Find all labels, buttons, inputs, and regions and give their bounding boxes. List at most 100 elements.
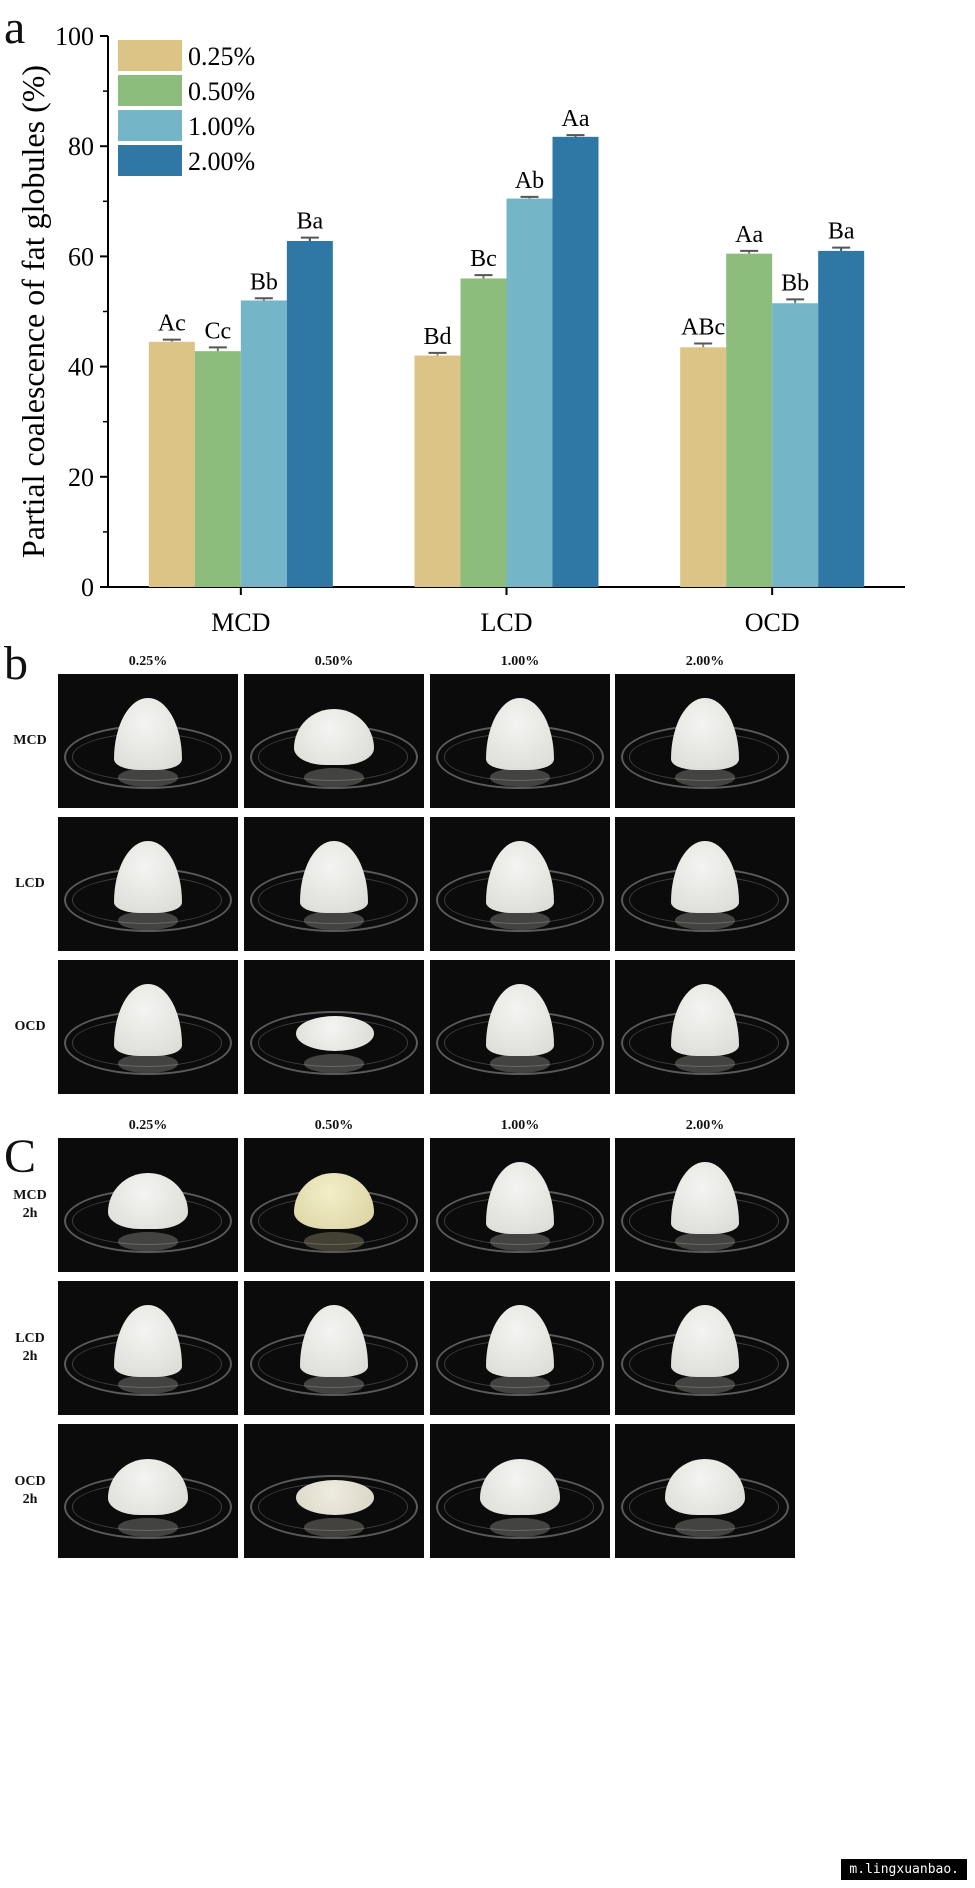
data-label: Ab <box>515 168 544 194</box>
foam-sample-icon <box>671 984 739 1057</box>
foam-sample-icon <box>671 698 739 771</box>
panel-b-row-header: OCD <box>14 1019 46 1034</box>
foam-sample-icon <box>665 1458 745 1516</box>
panel-b-row-header: MCD <box>13 733 47 748</box>
foam-sample-icon <box>480 1458 560 1516</box>
foam-sample-icon <box>671 841 739 914</box>
legend-label: 2.00% <box>188 147 255 176</box>
panel-b-photo-cell <box>615 674 795 808</box>
foam-sample-icon <box>486 1162 554 1235</box>
panel-c-photo-cell <box>244 1281 424 1415</box>
panel-b-photo-cell <box>58 674 238 808</box>
data-label: Ba <box>828 219 855 245</box>
petri-dish-icon <box>250 1010 418 1076</box>
bar <box>414 355 461 587</box>
panel-c-row-header: MCD 2h <box>13 1188 47 1221</box>
foam-sample-icon <box>486 984 554 1057</box>
foam-sample-icon <box>671 1305 739 1378</box>
foam-sample-icon <box>108 1458 188 1516</box>
bar <box>506 198 553 588</box>
legend-swatch <box>118 40 182 71</box>
y-tick-label: 60 <box>68 242 94 271</box>
panel-c-photo-cell <box>58 1281 238 1415</box>
y-tick-label: 20 <box>68 463 94 492</box>
panel-c-photo-cell <box>244 1138 424 1272</box>
panel-c-row-header: LCD 2h <box>15 1331 45 1364</box>
panel-c-column-header: 1.00% <box>500 1118 540 1133</box>
watermark: m.lingxuanbao. <box>841 1859 967 1880</box>
panel-c-photo-cell <box>615 1424 795 1558</box>
y-tick-label: 100 <box>55 22 94 51</box>
foam-sample-icon <box>296 1016 374 1052</box>
panel-c-column-header: 0.50% <box>314 1118 354 1133</box>
legend-label: 1.00% <box>188 112 255 141</box>
data-label: Bc <box>470 246 497 272</box>
panel-c-photo-cell <box>615 1138 795 1272</box>
panel-c-photo-cell <box>430 1138 610 1272</box>
panel-c-photo-cell <box>58 1138 238 1272</box>
legend-swatch <box>118 75 182 106</box>
legend-label: 0.50% <box>188 77 255 106</box>
panel-b-photo-cell <box>430 960 610 1094</box>
y-axis-label: Partial coalescence of fat globules (%) <box>15 65 51 558</box>
panel-b-photo-cell <box>58 817 238 951</box>
panel-label-b: b <box>4 637 28 690</box>
data-label: Bb <box>781 270 809 296</box>
panel-c-photo-cell <box>430 1281 610 1415</box>
panel-b-photo-cell <box>430 817 610 951</box>
panel-c-photo-cell <box>244 1424 424 1558</box>
panel-b-column-header: 0.25% <box>128 654 168 669</box>
foam-sample-icon <box>114 841 182 914</box>
panel-b-column-header: 2.00% <box>685 654 725 669</box>
panel-b-photo-cell <box>244 960 424 1094</box>
y-tick-label: 80 <box>68 132 94 161</box>
x-tick-label: MCD <box>211 608 270 637</box>
foam-sample-icon <box>486 841 554 914</box>
data-label: Bb <box>250 269 278 295</box>
foam-sample-icon <box>114 698 182 771</box>
foam-sample-icon <box>296 1480 374 1516</box>
data-label: Bd <box>423 324 451 350</box>
bar <box>772 303 819 587</box>
bar <box>460 278 507 587</box>
legend-swatch <box>118 110 182 141</box>
data-label: Cc <box>204 318 231 344</box>
y-tick-label: 40 <box>68 353 94 382</box>
legend-label: 0.25% <box>188 42 255 71</box>
panel-c-photo-cell <box>58 1424 238 1558</box>
x-tick-label: LCD <box>481 608 533 637</box>
panel-b-column-header: 0.50% <box>314 654 354 669</box>
panel-c-row-header: OCD 2h <box>14 1474 46 1507</box>
bar <box>148 341 195 587</box>
foam-sample-icon <box>114 984 182 1057</box>
panel-b-row-header: LCD <box>15 876 45 891</box>
panel-b-photo-cell <box>615 817 795 951</box>
bar <box>286 240 333 588</box>
bar <box>194 351 241 587</box>
panel-c-photo-cell <box>430 1424 610 1558</box>
bar <box>552 136 599 587</box>
panel-b-photo-cell <box>244 817 424 951</box>
foam-sample-icon <box>486 1305 554 1378</box>
data-label: Ac <box>158 311 186 337</box>
panel-b-column-header: 1.00% <box>500 654 540 669</box>
foam-sample-icon <box>300 841 368 914</box>
bar <box>240 300 287 587</box>
panel-label-c: C <box>4 1130 37 1183</box>
panel-c-photo-cell <box>615 1281 795 1415</box>
panel-b-photo-cell <box>615 960 795 1094</box>
foam-sample-icon <box>300 1305 368 1378</box>
foam-sample-icon <box>114 1305 182 1378</box>
panel-c-column-header: 2.00% <box>685 1118 725 1133</box>
bar <box>818 250 865 587</box>
data-label: Aa <box>562 106 590 132</box>
panel-b-photo-cell <box>430 674 610 808</box>
foam-sample-icon <box>294 708 374 766</box>
legend-swatch <box>118 145 182 176</box>
panel-label-a: a <box>4 1 26 54</box>
data-label: ABc <box>681 314 725 340</box>
foam-sample-icon <box>671 1162 739 1235</box>
foam-sample-icon <box>108 1172 188 1230</box>
panel-b-photo-cell <box>58 960 238 1094</box>
